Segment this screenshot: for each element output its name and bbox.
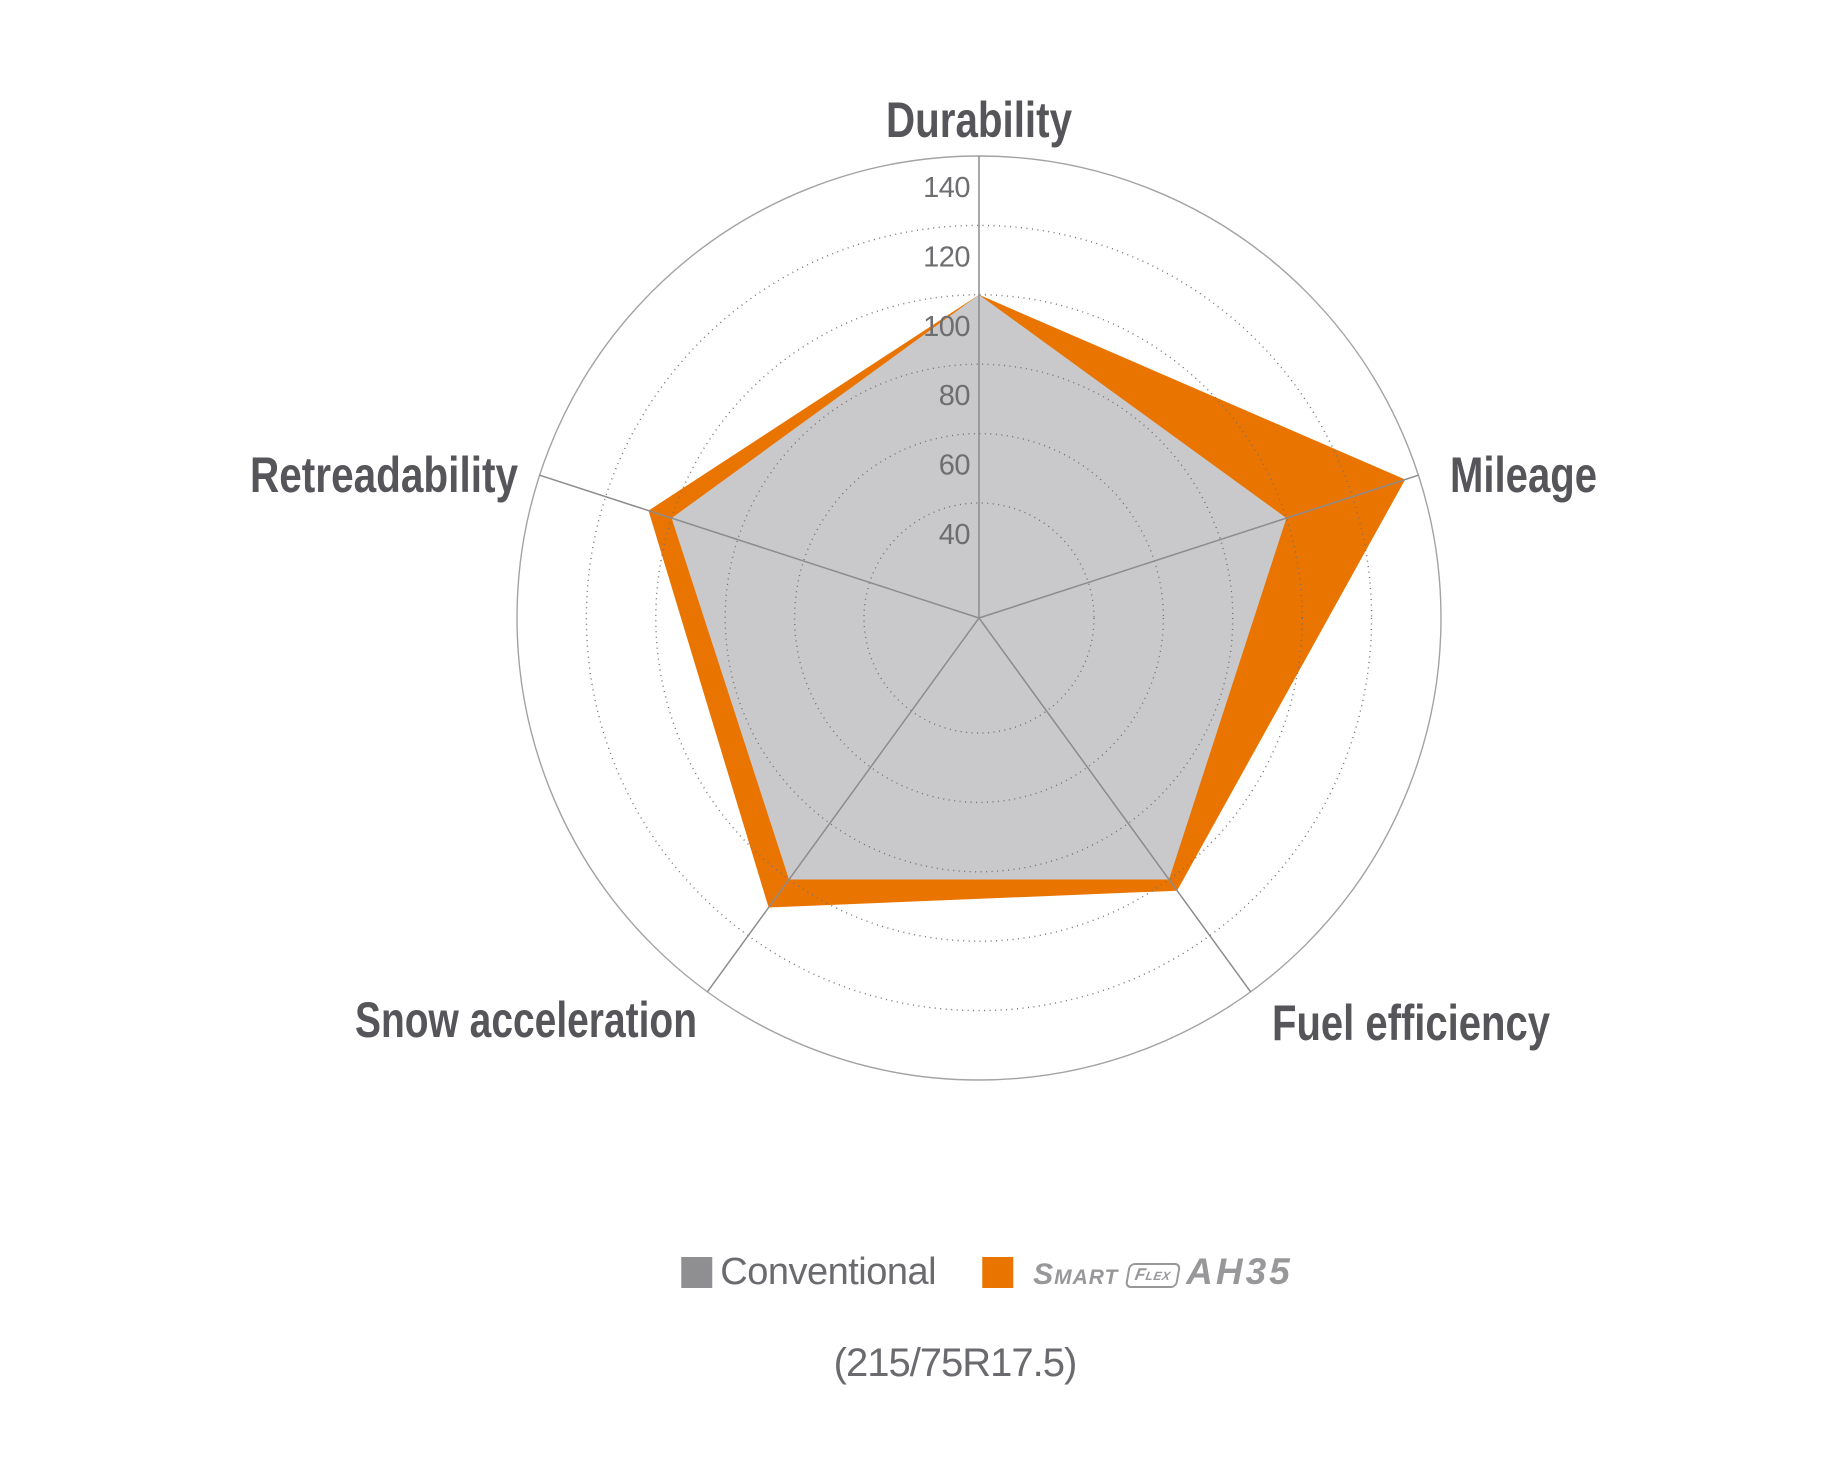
tick-label-120: 120 [923,241,970,273]
logo-model-text: AH35 [1186,1251,1293,1292]
axis-label-fuel-efficiency: Fuel efficiency [1272,995,1550,1051]
conventional-swatch-icon [681,1256,713,1288]
legend-label-conventional: Conventional [720,1250,937,1293]
chart-legend: Conventional Smart Flex AH35 [681,1250,1292,1294]
smartflex-ah35-logo: Smart Flex AH35 [1033,1251,1293,1293]
axis-line-snow-acceleration [706,617,980,993]
smartflex-swatch-icon [982,1256,1014,1288]
axis-line-retreadability [539,474,980,619]
tick-label-80: 80 [939,380,970,412]
grid-circle-80 [724,363,1234,873]
tick-label-100: 100 [923,311,970,343]
axis-label-snow-acceleration: Snow acceleration [355,992,697,1048]
tick-label-40: 40 [939,519,970,551]
tire-size-caption: (215/75R17.5) [833,1341,1078,1385]
legend-item-conventional: Conventional [681,1250,937,1294]
tick-label-60: 60 [939,450,970,482]
axis-label-retreadability: Retreadability [250,447,518,503]
grid-circle-60 [793,432,1165,804]
logo-smart-text: Smart [1033,1258,1119,1291]
legend-item-smartflex-ah35: Smart Flex AH35 [982,1251,1293,1293]
axis-label-durability: Durability [886,92,1072,148]
axis-line-mileage [978,474,1419,619]
logo-flex-badge: Flex [1124,1263,1181,1288]
grid-circle-100 [655,294,1303,942]
axis-label-mileage: Mileage [1450,447,1597,503]
tick-label-140: 140 [923,172,970,204]
grid-circle-120 [585,224,1373,1012]
grid-circle-40 [863,502,1095,734]
axis-line-fuel-efficiency [978,617,1252,993]
